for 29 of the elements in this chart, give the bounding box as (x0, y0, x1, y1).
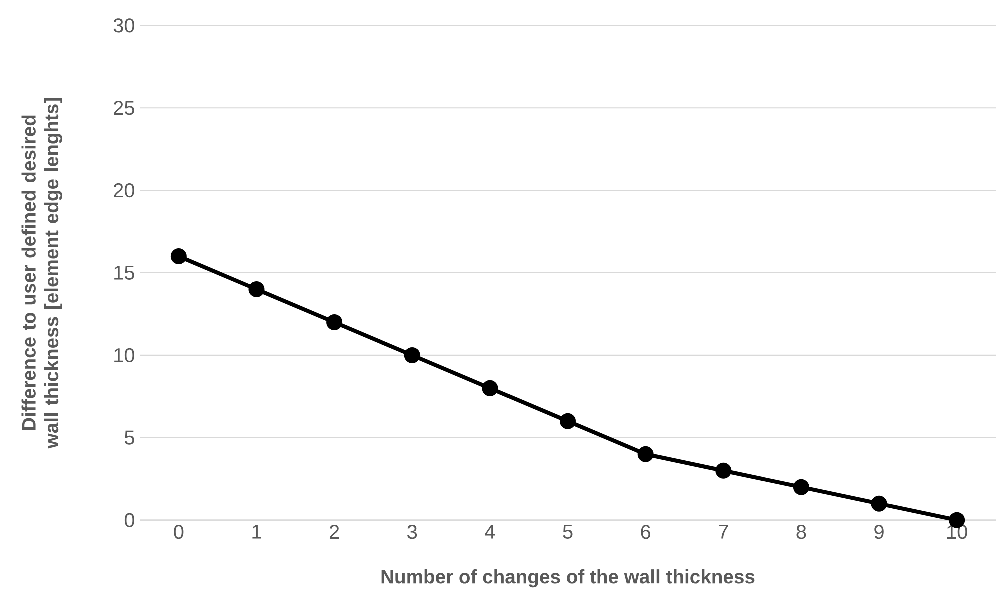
y-tick-label: 5 (124, 430, 134, 445)
point (871, 496, 888, 512)
point (638, 446, 654, 462)
x-tick-label: 3 (408, 525, 418, 540)
point (716, 462, 732, 479)
y-tick-label: 0 (124, 513, 134, 528)
x-tick-label: 4 (485, 525, 496, 539)
y-tick-label: 25 (114, 101, 134, 116)
x-axis-title: Number of changes of the wall thickness (382, 570, 755, 588)
point (248, 281, 265, 298)
x-tick-label: 8 (796, 525, 806, 540)
x-tick-label: 9 (874, 525, 884, 540)
y-axis-title: Difference to user defined desired wall thickness [element edge lenghts] (22, 98, 63, 449)
x-tick-label: 0 (174, 525, 184, 540)
x-tick-label: 2 (330, 525, 340, 540)
point (560, 413, 576, 430)
x-tick-label: 6 (641, 525, 651, 540)
y-tick-label: 15 (114, 266, 134, 280)
point (326, 314, 343, 330)
y-tick-label: 30 (114, 18, 134, 33)
y-tick-label: 20 (114, 183, 134, 198)
point (170, 248, 187, 265)
point (404, 347, 420, 364)
x-tick-label: 7 (719, 525, 728, 539)
x-tick-label: 5 (563, 525, 573, 539)
point (482, 380, 498, 396)
x-tick-label: 1 (252, 525, 262, 539)
y-tick-label: 10 (114, 348, 134, 363)
point (793, 479, 810, 496)
